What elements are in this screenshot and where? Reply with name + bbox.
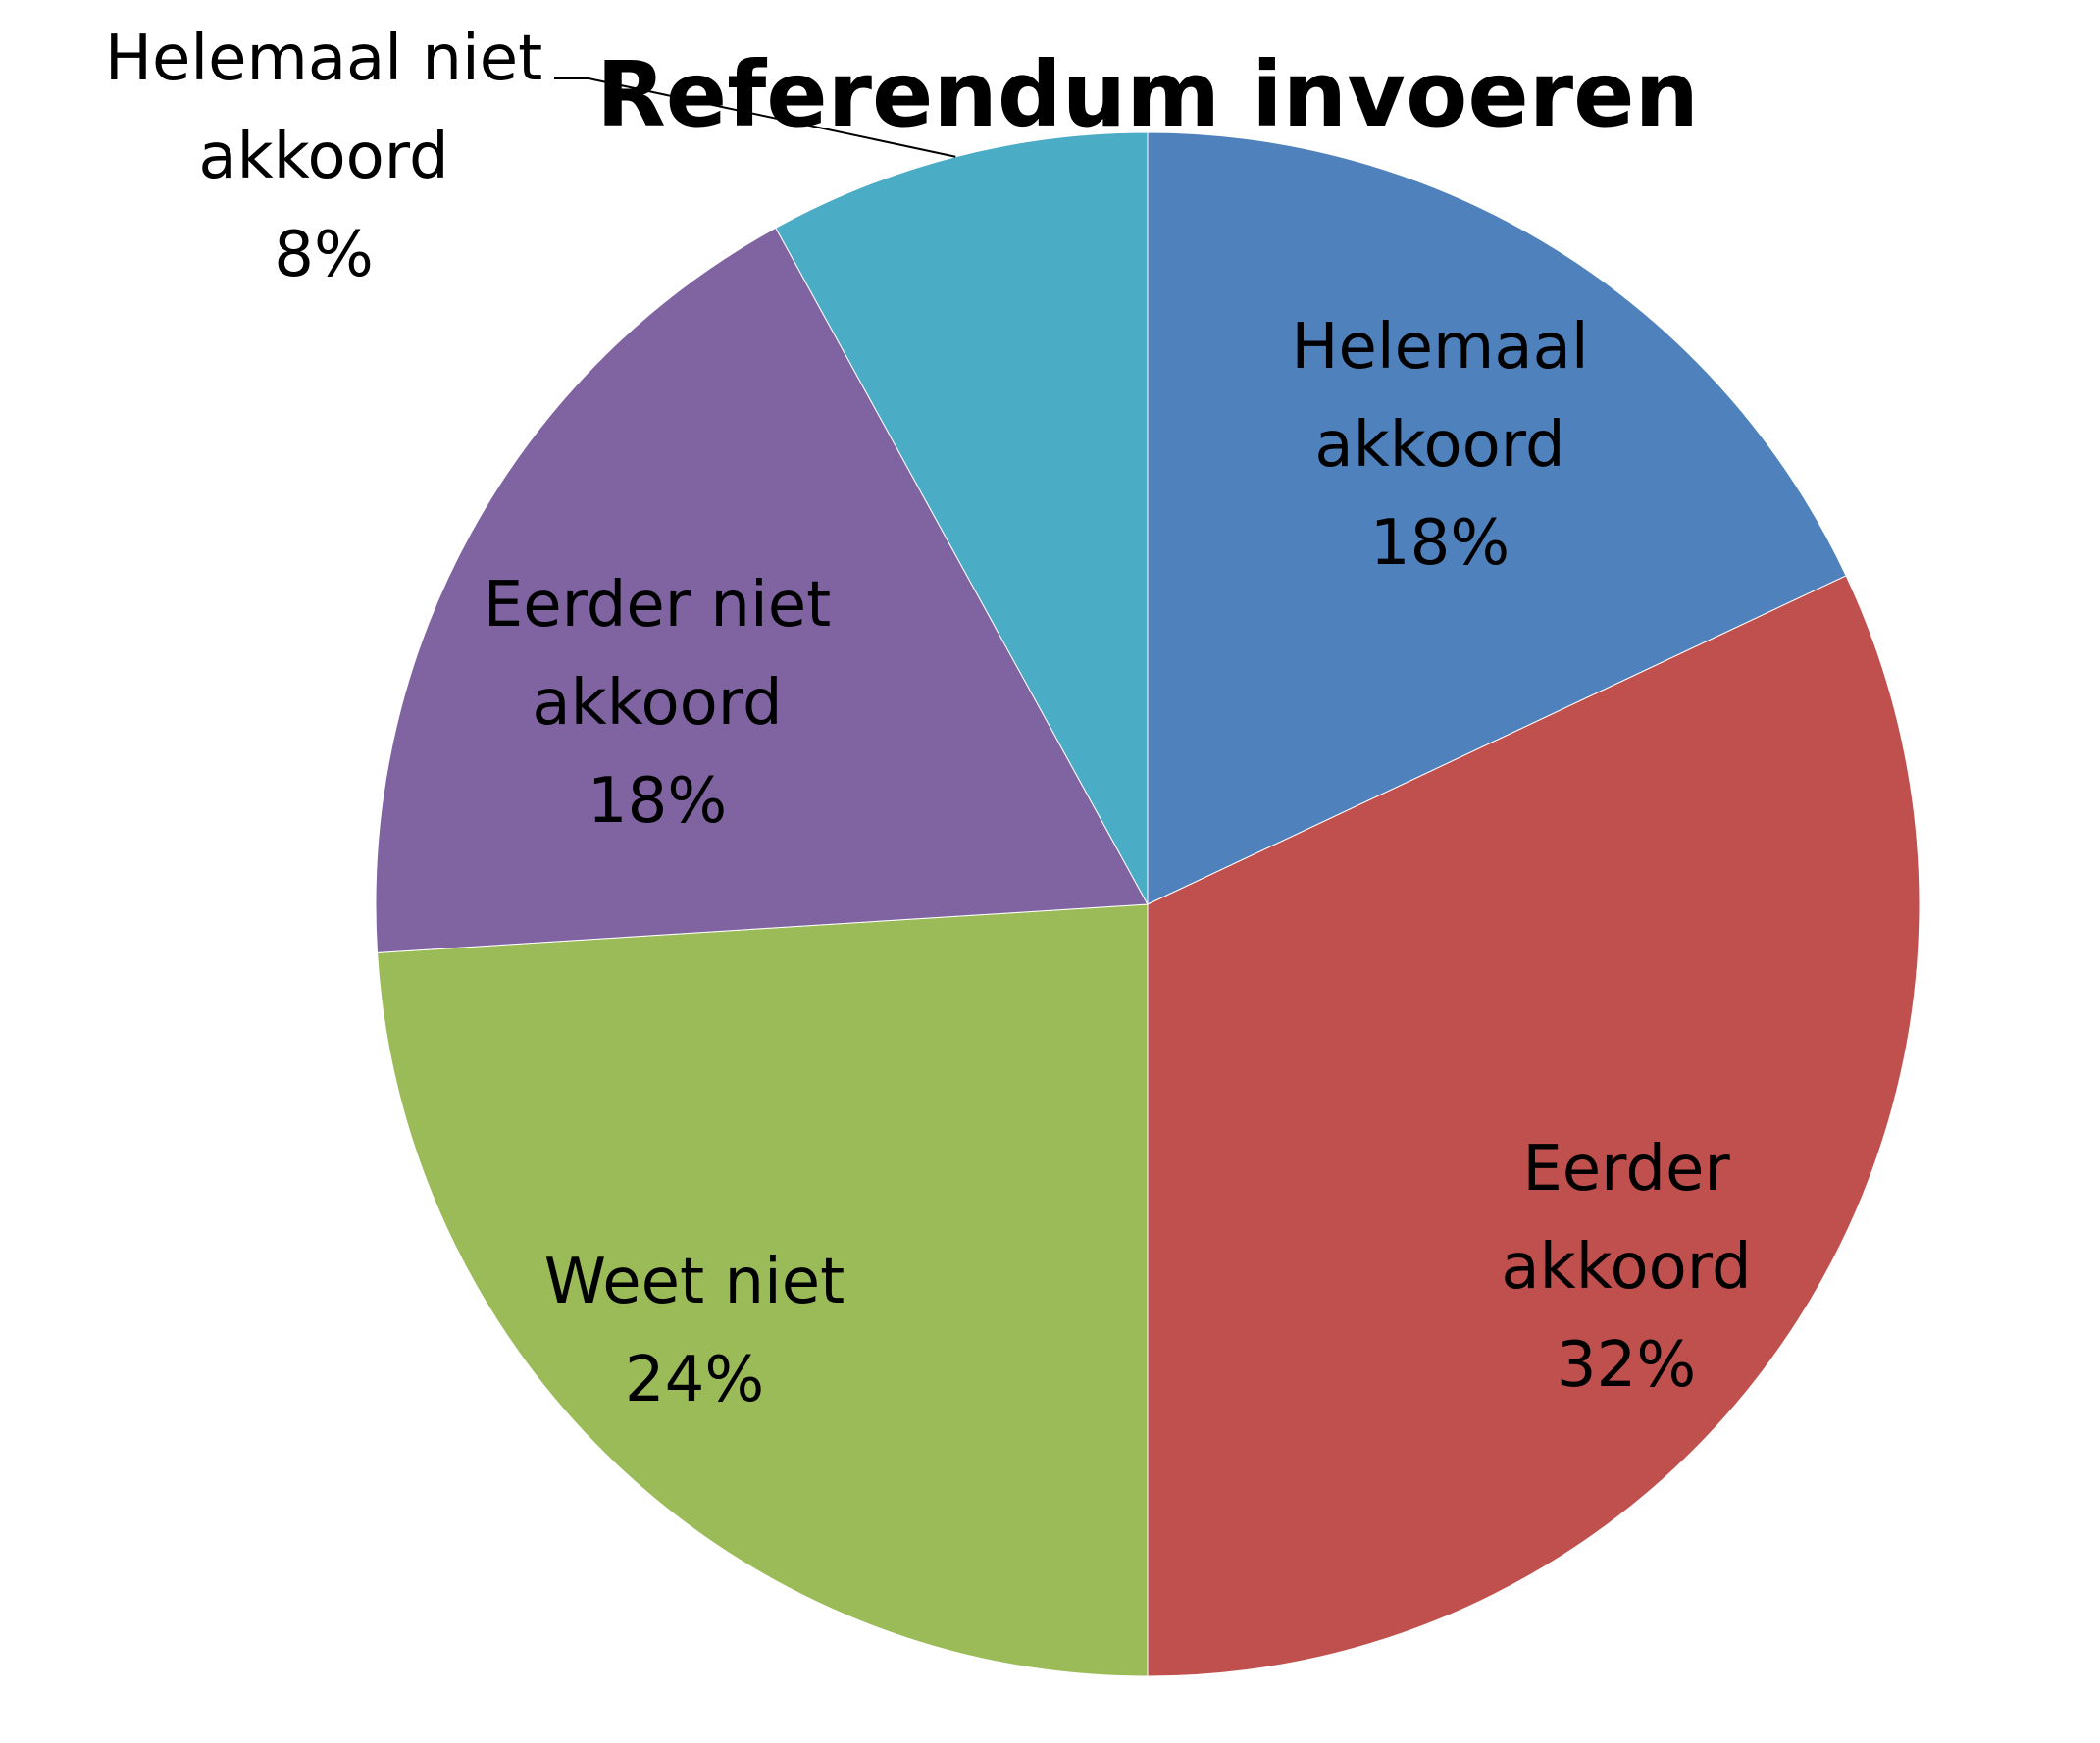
slice-helemaal-akkoord [1147,131,1847,905]
data-label-helemaal-akkoord: Helemaal akkoord 18% [1291,311,1588,580]
slice-eerder-akkoord [1147,575,1921,1677]
slice-category-label: Helemaal [1291,311,1588,384]
slice-value-label: 24% [625,1344,764,1416]
slice-labels: Helemaal akkoord 18% Eerder akkoord 32% Weet n… [105,23,1752,1416]
slice-category-label: akkoord [532,667,782,740]
slice-weet-niet [377,903,1149,1677]
slice-category-label: akkoord [198,121,448,193]
chart-title: Referendum invoeren [596,42,1699,147]
slice-category-label: akkoord [1501,1231,1751,1304]
slice-helemaal-niet-akkoord [775,131,1149,905]
data-label-helemaal-niet-akkoord: Helemaal niet akkoord 8% [105,23,542,291]
slice-eerder-niet-akkoord [375,227,1149,953]
data-label-eerder-niet-akkoord: Eerder niet akkoord 18% [484,569,831,838]
slice-category-label: Eerder [1522,1133,1730,1205]
slice-value-label: 32% [1557,1329,1696,1402]
leader-line [554,77,956,158]
slice-category-label: Helemaal niet [105,23,542,95]
slice-value-label: 8% [274,219,374,291]
slice-category-label: akkoord [1314,409,1564,482]
slice-value-label: 18% [588,765,727,838]
data-label-eerder-akkoord: Eerder akkoord 32% [1501,1133,1751,1402]
slice-category-label: Eerder niet [484,569,831,641]
data-label-weet-niet: Weet niet 24% [544,1246,845,1416]
pie-slices [375,131,1921,1677]
slice-category-label: Weet niet [544,1246,845,1318]
slice-value-label: 18% [1370,507,1510,580]
